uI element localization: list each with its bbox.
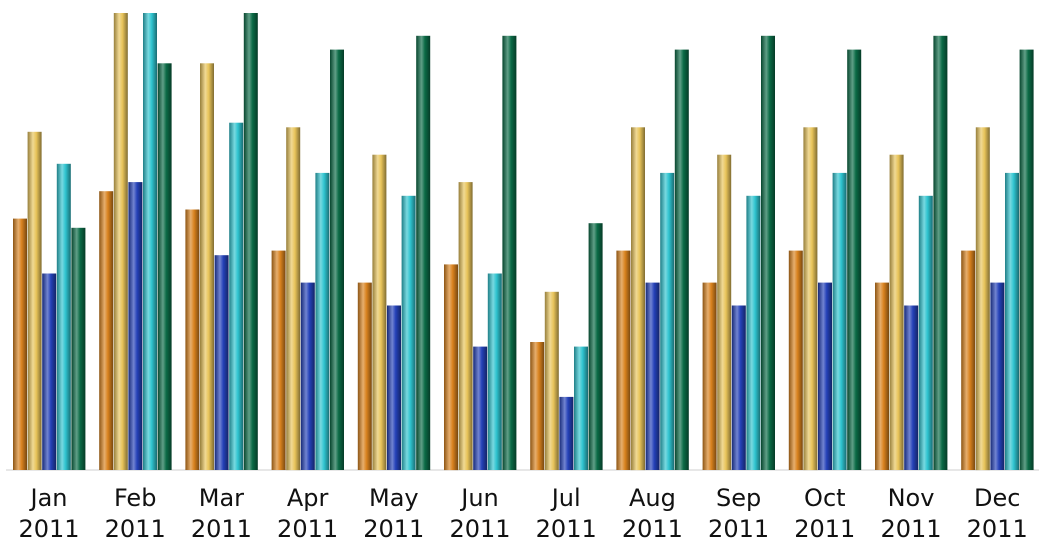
bar-mar-series-1: [185, 209, 200, 470]
bar-oct-series-5: [847, 49, 862, 470]
x-tick-labels: Jan 2011 Feb 2011 Mar 2011 Apr 2011 May 2011 Jun 20…: [18, 484, 1027, 543]
x-tick-year-label: 2011: [880, 515, 941, 543]
bar-jun-series-3: [473, 346, 488, 470]
x-tick-year-label: 2011: [967, 515, 1028, 543]
x-tick-month-label: Aug: [629, 484, 676, 512]
bar-apr-series-4: [315, 172, 330, 470]
bar-feb-series-1: [99, 191, 114, 470]
bar-sep-series-4: [746, 195, 761, 471]
bar-jan-series-4: [56, 163, 71, 471]
bar-apr-series-3: [300, 282, 315, 470]
bar-may-series-3: [387, 305, 401, 470]
x-tick-year-label: 2011: [708, 515, 769, 543]
bar-feb-series-2: [113, 13, 128, 470]
bar-jun-series-5: [502, 35, 517, 471]
bar-apr-series-5: [330, 49, 344, 470]
bar-jan-series-2: [27, 131, 42, 471]
bar-oct-series-2: [803, 127, 818, 471]
bar-sep-series-1: [702, 282, 717, 470]
x-tick-year-label: 2011: [363, 515, 424, 543]
bar-feb-series-4: [143, 13, 157, 470]
bar-oct-series-1: [788, 250, 803, 470]
bar-jul-series-3: [559, 396, 574, 470]
bar-dec-series-5: [1019, 49, 1034, 470]
bar-aug-series-5: [674, 49, 689, 470]
bar-aug-series-4: [660, 172, 675, 470]
bar-jul-series-5: [588, 223, 603, 470]
x-tick-month-label: Dec: [974, 484, 1020, 512]
bar-oct-series-4: [832, 172, 847, 470]
bar-aug-series-3: [645, 282, 660, 470]
x-tick-month-label: Apr: [287, 484, 329, 512]
x-tick-month-label: Jan: [29, 484, 68, 512]
bar-jun-series-2: [458, 182, 473, 470]
x-tick-year-label: 2011: [277, 515, 338, 543]
x-tick-month-label: Oct: [804, 484, 846, 512]
bar-nov-series-2: [889, 154, 904, 470]
bar-jan-series-1: [13, 218, 27, 470]
bar-feb-series-5: [157, 63, 172, 471]
bar-jan-series-3: [42, 273, 57, 470]
bar-aug-series-2: [631, 127, 645, 471]
bar-dec-series-4: [1005, 172, 1019, 470]
bar-jul-series-4: [574, 346, 588, 470]
x-tick-month-label: Feb: [114, 484, 157, 512]
bar-jul-series-2: [544, 291, 559, 470]
bar-mar-series-4: [229, 122, 244, 470]
bar-nov-series-1: [875, 282, 889, 470]
x-tick-year-label: 2011: [105, 515, 166, 543]
bar-mar-series-3: [214, 255, 229, 470]
bar-apr-series-2: [286, 127, 301, 471]
x-tick-year-label: 2011: [622, 515, 683, 543]
x-tick-month-label: Mar: [199, 484, 244, 512]
bar-sep-series-2: [717, 154, 732, 470]
bar-dec-series-1: [961, 250, 976, 470]
x-tick-month-label: Sep: [716, 484, 761, 512]
bar-may-series-1: [357, 282, 372, 470]
bar-mar-series-5: [243, 13, 258, 470]
bar-feb-series-3: [128, 182, 143, 470]
bar-nov-series-4: [918, 195, 933, 471]
x-tick-year-label: 2011: [536, 515, 597, 543]
bar-jan-series-5: [71, 227, 86, 470]
bars-group: [13, 13, 1034, 471]
bar-sep-series-3: [731, 305, 746, 470]
bar-jun-series-1: [444, 264, 458, 471]
bar-jul-series-1: [530, 342, 545, 470]
x-tick-month-label: May: [369, 484, 419, 512]
bar-may-series-2: [372, 154, 387, 470]
bar-nov-series-3: [904, 305, 919, 470]
bar-mar-series-2: [200, 63, 214, 471]
x-tick-year-label: 2011: [191, 515, 252, 543]
bar-jun-series-4: [487, 273, 502, 470]
bar-dec-series-3: [990, 282, 1005, 470]
x-tick-month-label: Nov: [888, 484, 935, 512]
x-tick-month-label: Jul: [550, 484, 581, 512]
x-tick-year-label: 2011: [794, 515, 855, 543]
bar-sep-series-5: [761, 35, 775, 471]
bar-may-series-5: [416, 35, 431, 471]
x-tick-month-label: Jun: [459, 484, 499, 512]
bar-aug-series-1: [616, 250, 631, 470]
bar-oct-series-3: [818, 282, 832, 470]
bar-may-series-4: [401, 195, 416, 471]
x-tick-year-label: 2011: [449, 515, 510, 543]
x-tick-year-label: 2011: [18, 515, 79, 543]
bar-apr-series-1: [271, 250, 286, 470]
bar-dec-series-2: [975, 127, 990, 471]
bar-nov-series-5: [933, 35, 948, 471]
